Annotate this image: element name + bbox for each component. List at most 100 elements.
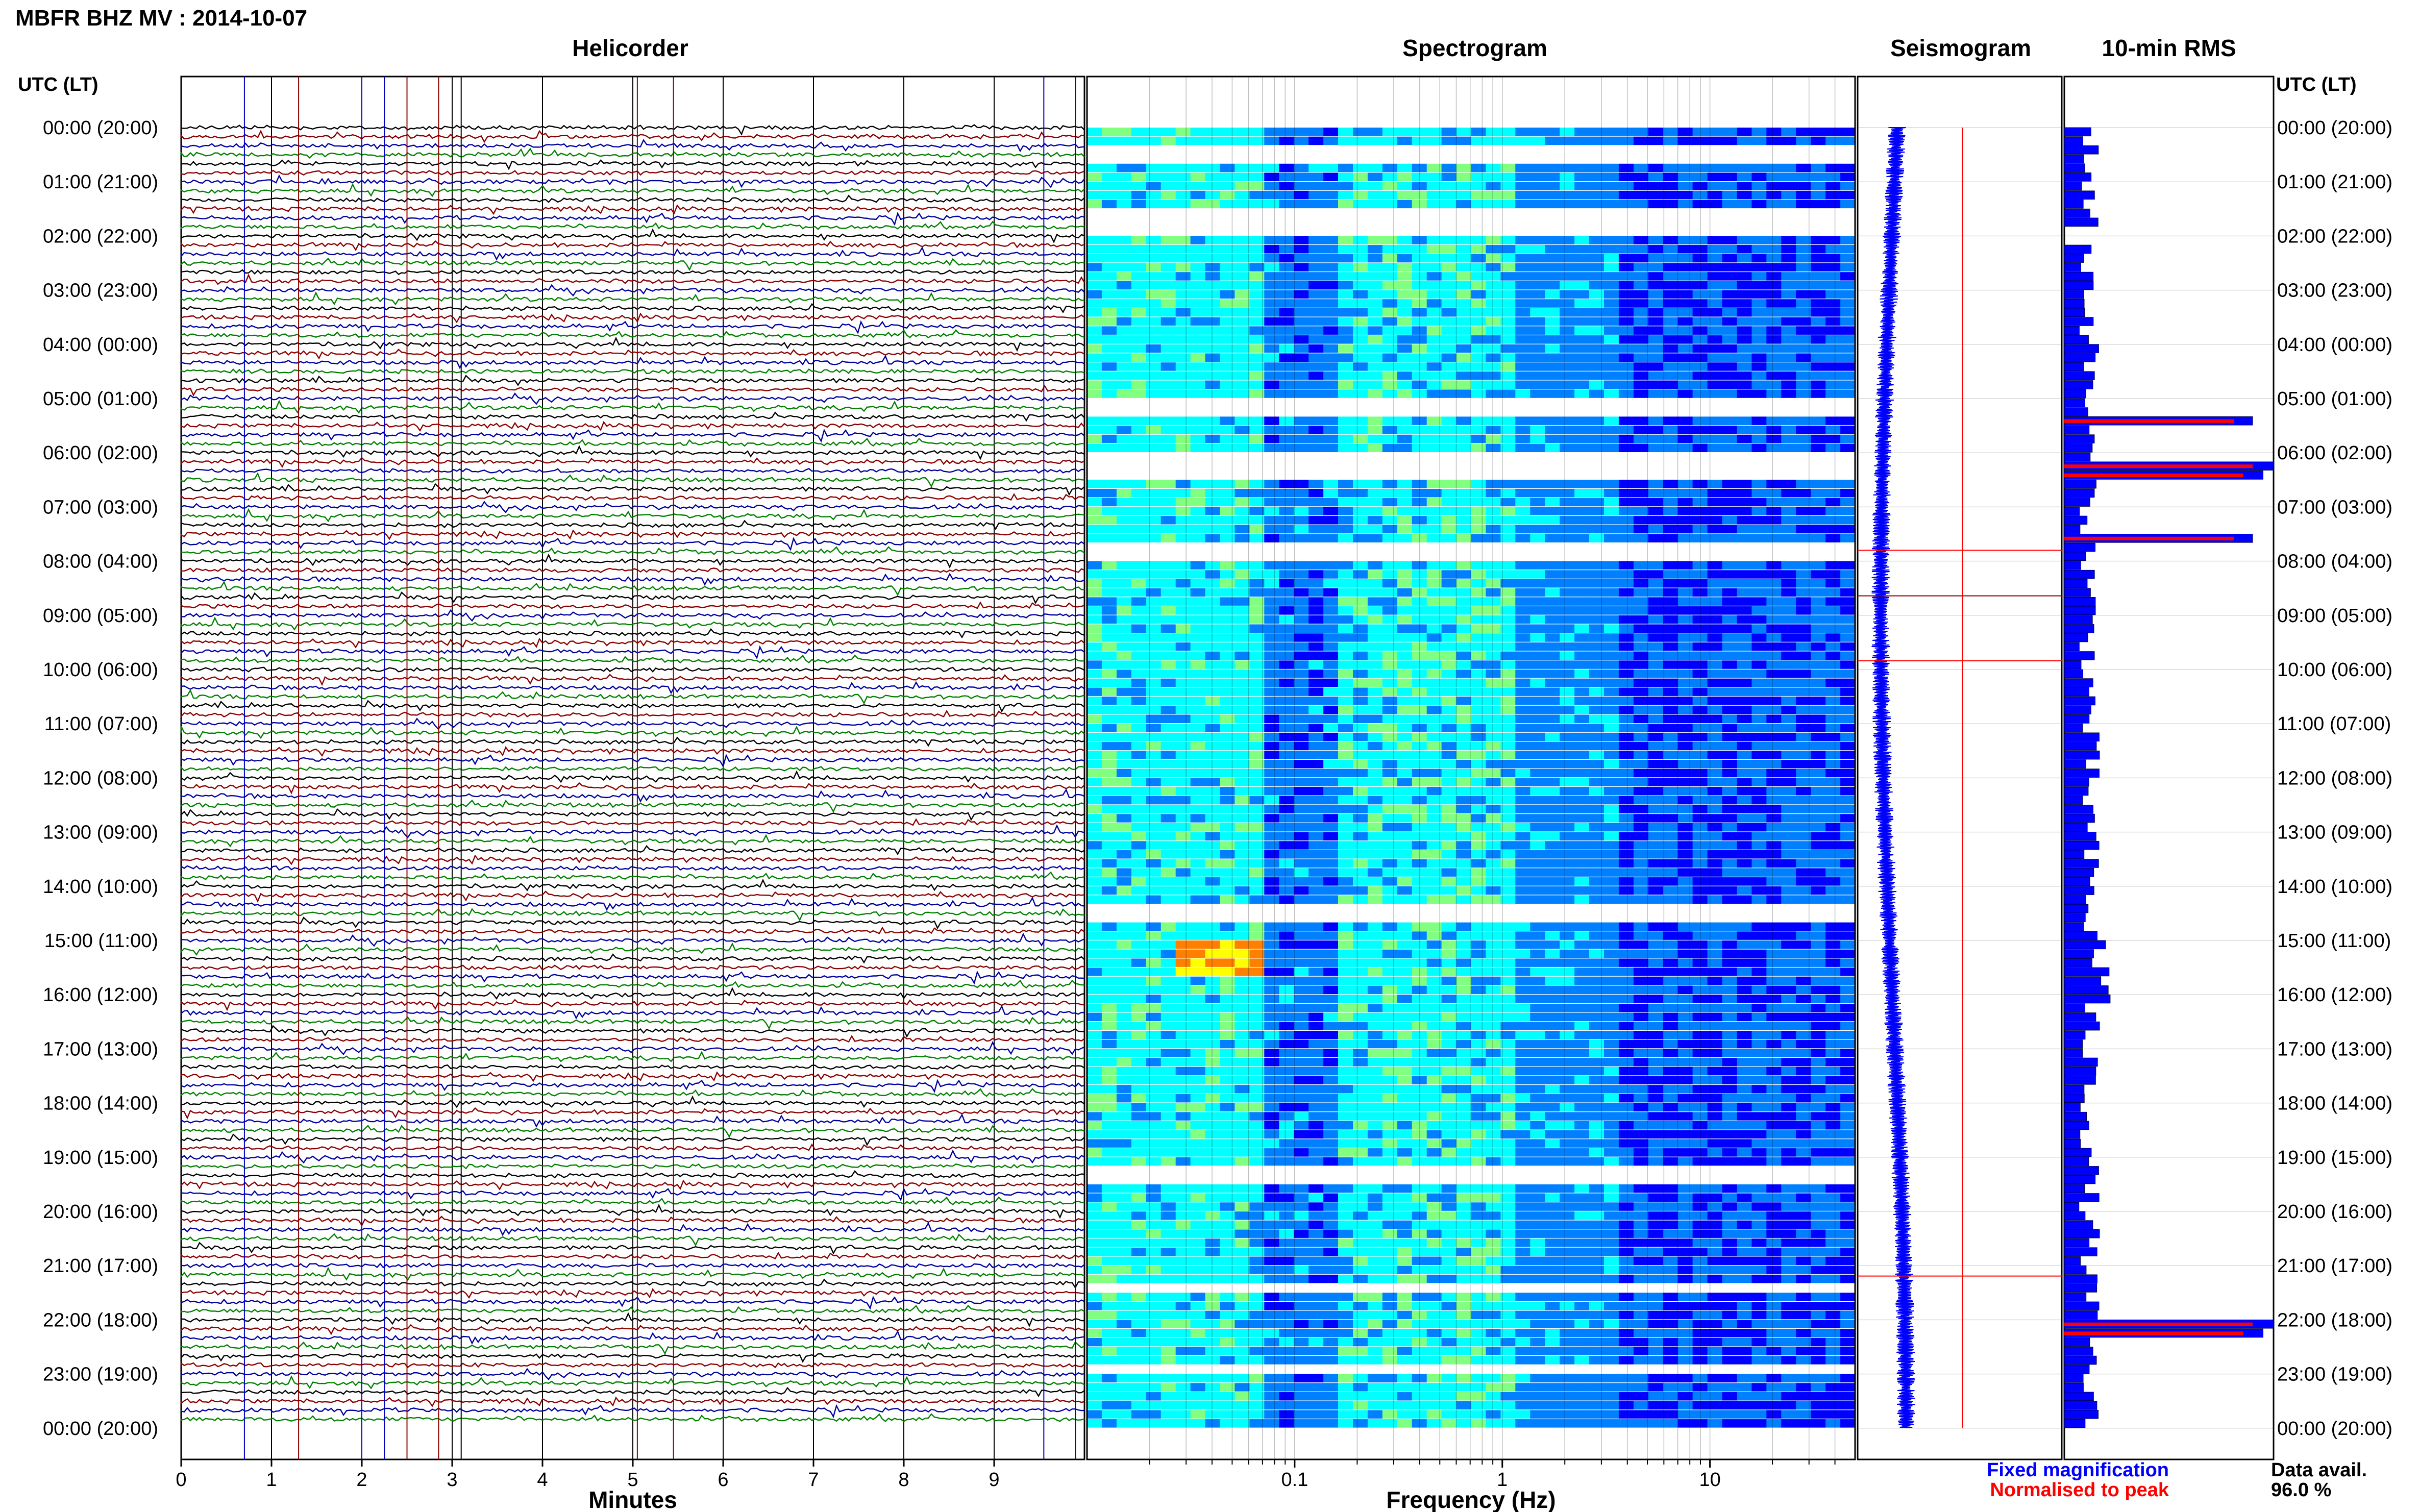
spectrogram-cell xyxy=(1825,561,1841,570)
spectrogram-cell xyxy=(1353,1039,1368,1049)
spectrogram-cell xyxy=(1323,714,1339,723)
spectrogram-cell xyxy=(1840,163,1856,172)
spectrogram-cell xyxy=(1367,805,1383,813)
spectrogram-cell xyxy=(1840,1076,1856,1084)
spectrogram-cell xyxy=(1692,886,1708,895)
spectrogram-cell xyxy=(1648,823,1664,832)
spectrogram-cell xyxy=(1471,678,1486,687)
spectrogram-cell xyxy=(1353,299,1368,308)
spectrogram-cell xyxy=(1471,290,1486,299)
spectrogram-cell xyxy=(1338,814,1353,823)
spectrogram-cell xyxy=(1751,371,1767,380)
spectrogram-cell xyxy=(1589,172,1605,181)
spectrogram-cell xyxy=(1235,254,1250,263)
spectrogram-cell xyxy=(1692,922,1708,931)
spectrogram-cell xyxy=(1205,841,1220,850)
spectrogram-cell xyxy=(1116,732,1132,741)
spectrogram-cell xyxy=(1161,751,1176,759)
spectrogram-cell xyxy=(1116,985,1132,994)
spectrogram-cell xyxy=(1722,597,1737,606)
spectrogram-cell xyxy=(1235,1022,1250,1030)
spectrogram-cell xyxy=(1663,796,1679,805)
spectrogram-cell xyxy=(1722,850,1737,859)
spectrogram-cell xyxy=(1737,1022,1752,1030)
spectrogram-cell xyxy=(1545,362,1560,371)
spectrogram-cell xyxy=(1397,678,1413,687)
spectrogram-cell xyxy=(1751,651,1767,660)
spectrogram-cell xyxy=(1677,705,1693,714)
spectrogram-cell xyxy=(1190,236,1206,244)
spectrogram-cell xyxy=(1101,480,1117,488)
spectrogram-cell xyxy=(1087,624,1102,633)
spectrogram-cell xyxy=(1796,416,1811,425)
spectrogram-cell xyxy=(1116,308,1132,317)
spectrogram-cell xyxy=(1264,272,1279,281)
spectrogram-cell xyxy=(1825,724,1841,732)
spectrogram-cell xyxy=(1264,128,1279,136)
spectrogram-cell xyxy=(1367,272,1383,281)
spectrogram-cell xyxy=(1131,633,1147,642)
spectrogram-cell xyxy=(1545,344,1560,353)
spectrogram-cell xyxy=(1205,263,1220,271)
spectrogram-cell xyxy=(1279,1031,1294,1039)
spectrogram-cell xyxy=(1131,389,1147,398)
spectrogram-cell xyxy=(1161,985,1176,994)
spectrogram-cell xyxy=(1692,606,1708,615)
spectrogram-cell xyxy=(1426,805,1442,813)
spectrogram-cell xyxy=(1648,931,1664,940)
spectrogram-cell xyxy=(1235,172,1250,181)
spectrogram-cell xyxy=(1426,290,1442,299)
spectrogram-cell xyxy=(1175,724,1191,732)
spectrogram-cell xyxy=(1840,507,1856,515)
spectrogram-cell xyxy=(1751,859,1767,868)
spectrogram-cell xyxy=(1677,389,1693,398)
spectrogram-cell xyxy=(1840,272,1856,281)
spectrogram-cell xyxy=(1397,968,1413,976)
spectrogram-cell xyxy=(1648,434,1664,443)
spectrogram-cell xyxy=(1707,1067,1723,1076)
spectrogram-cell xyxy=(1737,1003,1752,1012)
spectrogram-cell xyxy=(1677,335,1693,344)
spectrogram-cell xyxy=(1309,615,1324,624)
spectrogram-cell xyxy=(1264,308,1279,317)
spectrogram-cell xyxy=(1116,823,1132,832)
spectrogram-cell xyxy=(1751,714,1767,723)
spectrogram-cell xyxy=(1589,426,1605,434)
spectrogram-cell xyxy=(1633,1085,1649,1094)
spectrogram-cell xyxy=(1766,931,1782,940)
spectrogram-cell xyxy=(1087,308,1102,317)
spectrogram-cell xyxy=(1146,570,1162,579)
spectrogram-cell xyxy=(1397,236,1413,244)
spectrogram-cell xyxy=(1367,624,1383,633)
spectrogram-cell xyxy=(1811,670,1826,678)
spectrogram-cell xyxy=(1441,705,1457,714)
helicorder-trace xyxy=(180,204,1085,215)
spectrogram-cell xyxy=(1367,958,1383,967)
spectrogram-cell xyxy=(1190,868,1206,877)
spectrogram-cell xyxy=(1353,561,1368,570)
spectrogram-cell xyxy=(1087,814,1102,823)
spectrogram-cell xyxy=(1766,850,1782,859)
spectrogram-cell xyxy=(1323,434,1339,443)
spectrogram-cell xyxy=(1323,362,1339,371)
spectrogram-cell xyxy=(1175,651,1191,660)
spectrogram-cell xyxy=(1648,796,1664,805)
spectrogram-cell xyxy=(1751,182,1767,190)
time-axis-title-left: UTC (LT) xyxy=(18,74,98,95)
spectrogram-cell xyxy=(1633,335,1649,344)
spectrogram-cell xyxy=(1677,651,1693,660)
spectrogram-cell xyxy=(1146,697,1162,705)
spectrogram-cell xyxy=(1648,353,1664,362)
spectrogram-cell xyxy=(1589,741,1605,751)
spectrogram-cell xyxy=(1530,344,1545,353)
spectrogram-cell xyxy=(1574,371,1590,380)
spectrogram-cell xyxy=(1530,480,1545,488)
spectrogram-cell xyxy=(1604,968,1619,976)
spectrogram-cell xyxy=(1441,389,1457,398)
spectrogram-cell xyxy=(1737,615,1752,624)
spectrogram-cell xyxy=(1589,651,1605,660)
spectrogram-cell xyxy=(1116,1076,1132,1084)
spectrogram-cell xyxy=(1515,624,1531,633)
spectrogram-cell xyxy=(1530,389,1545,398)
spectrogram-cell xyxy=(1131,949,1147,958)
